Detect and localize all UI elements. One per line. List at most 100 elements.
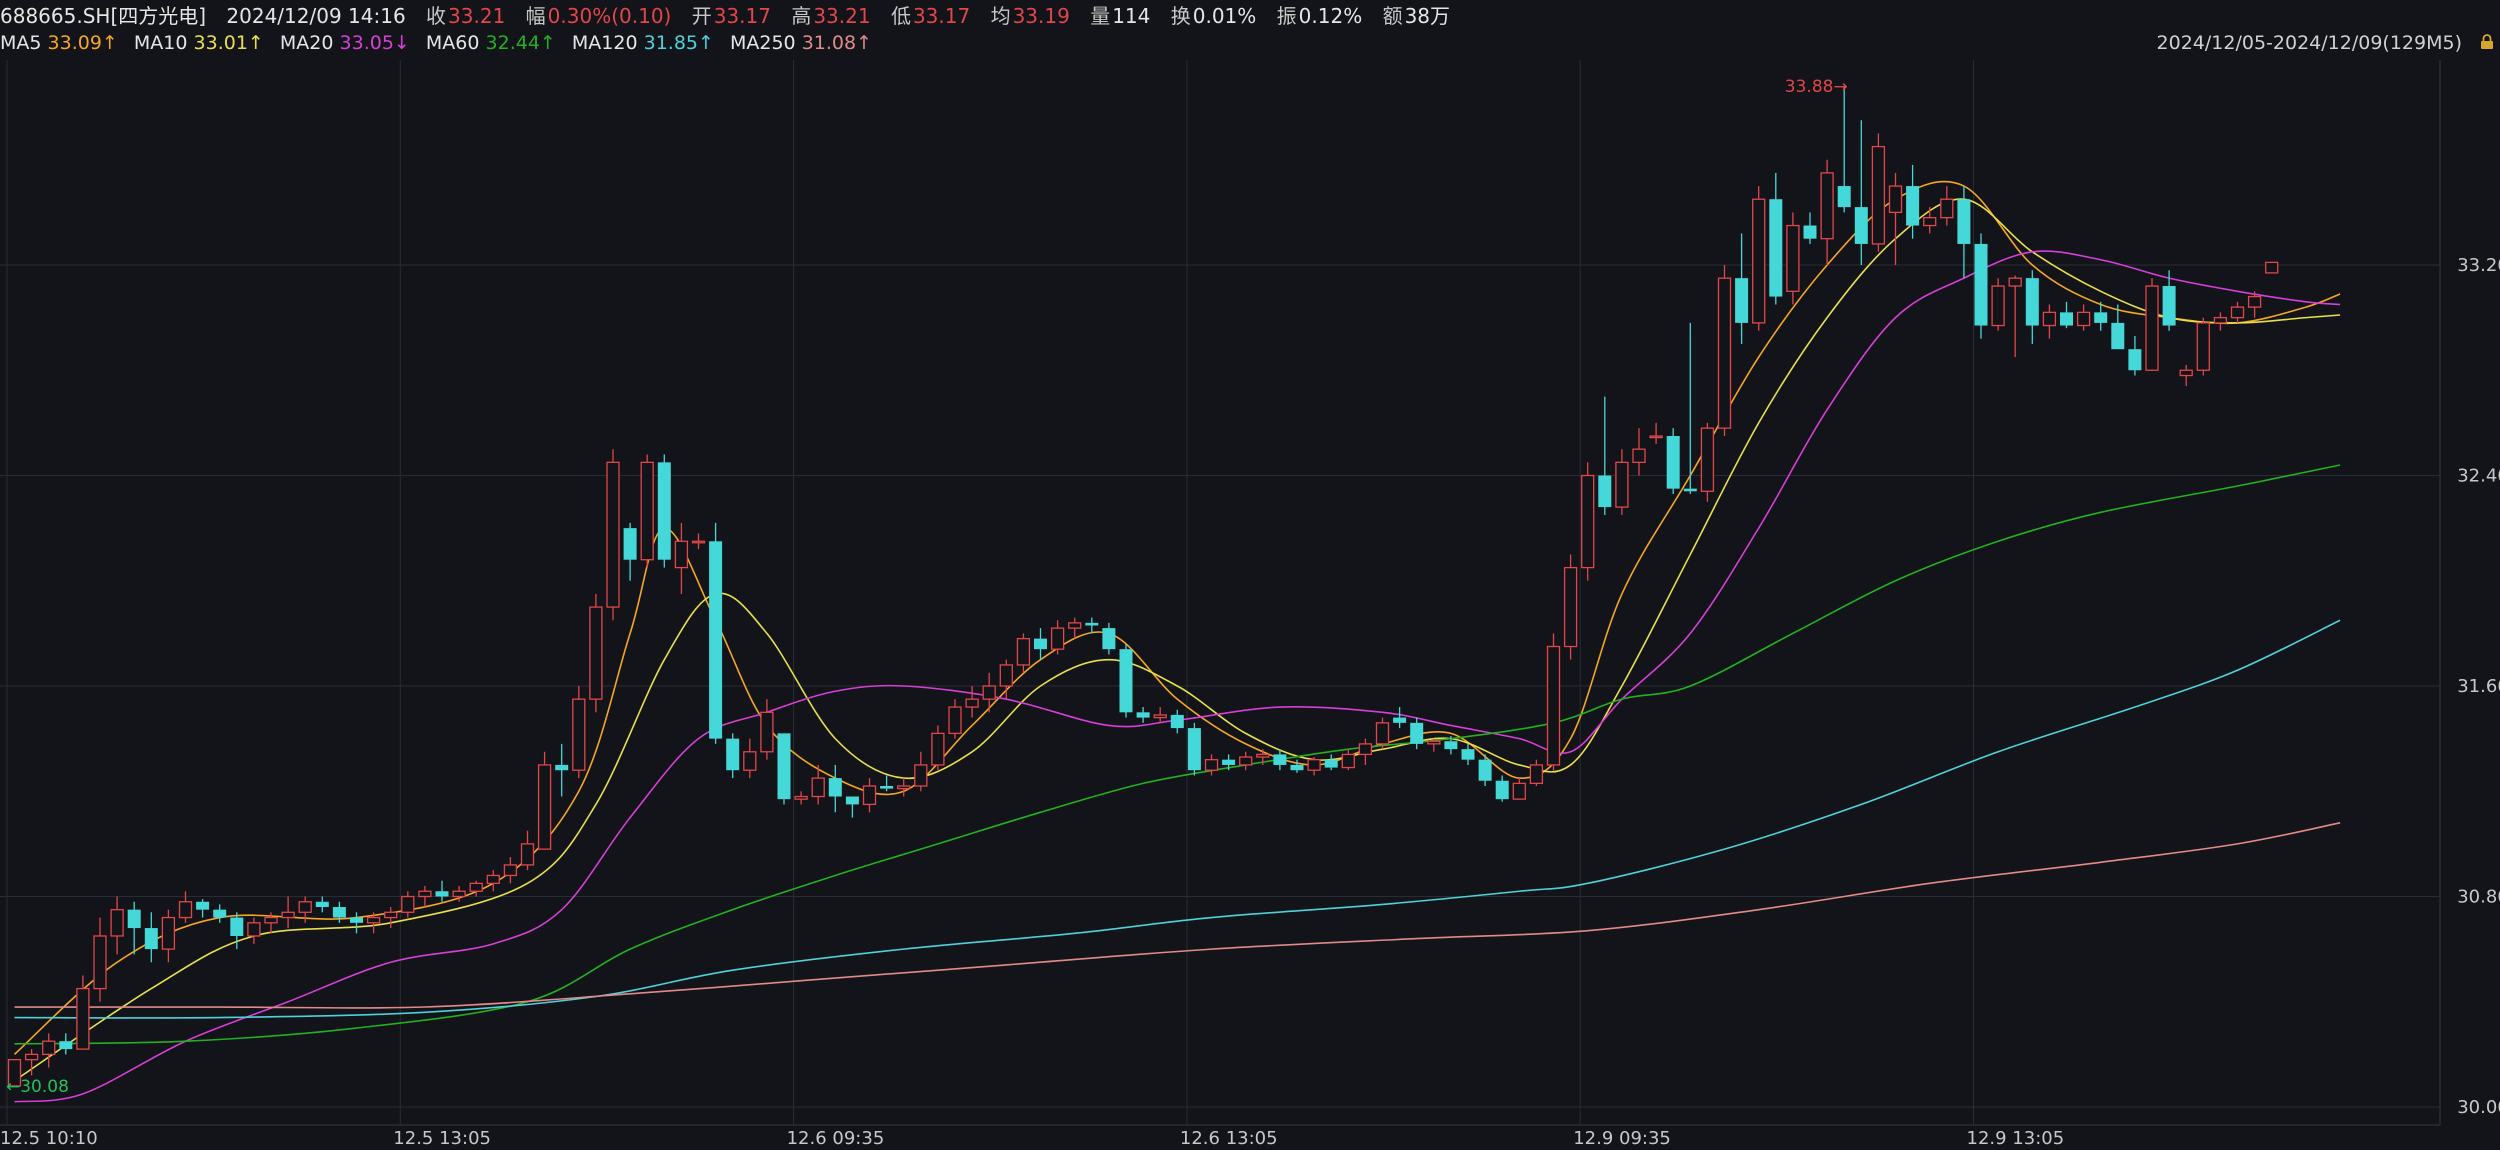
candle	[1495, 775, 1509, 802]
candle-body-up	[1546, 645, 1561, 766]
candle-body-up	[572, 698, 586, 771]
ma20-name: MA20	[279, 32, 334, 54]
candle	[1683, 322, 1697, 494]
candle-body-up	[281, 911, 295, 919]
candle-body-down	[315, 901, 329, 908]
candle-body-up	[606, 461, 620, 608]
candle-body-up	[1239, 756, 1253, 766]
turnover-value: 0.01%	[1192, 4, 1257, 28]
candle	[1256, 749, 1270, 765]
candle	[2008, 275, 2022, 358]
candle	[2213, 312, 2228, 331]
candle-body-up	[931, 732, 945, 766]
candle	[1307, 757, 1321, 776]
candle	[2060, 301, 2073, 329]
candle-body-up	[264, 916, 278, 924]
candle	[1461, 743, 1475, 765]
candle-body-down	[845, 796, 859, 805]
ma120-legend[interactable]: MA120 31.85↑	[572, 32, 714, 54]
candle-body-up	[1649, 435, 1663, 439]
candle	[2094, 301, 2108, 331]
candle-body-up	[1512, 782, 1526, 800]
candle	[366, 912, 381, 934]
candle	[486, 870, 500, 892]
candle	[1034, 628, 1047, 660]
lock-icon[interactable]	[2480, 34, 2494, 50]
candle-body-up	[2179, 369, 2193, 377]
candle	[127, 901, 141, 955]
y-tick-label: 31.60	[2457, 676, 2500, 697]
candle	[674, 522, 689, 594]
candle-body-down	[657, 462, 671, 560]
candle	[2162, 270, 2176, 331]
candle-body-up	[93, 935, 107, 990]
candle-body-down	[1803, 225, 1817, 239]
candle-body-up	[1563, 566, 1578, 648]
candle-body-up	[1991, 285, 2005, 327]
candle	[435, 880, 449, 902]
candle	[1324, 754, 1338, 771]
x-tick-label: 12.5 13:05	[393, 1128, 491, 1149]
candle	[2025, 270, 2039, 344]
candle	[811, 764, 825, 805]
candle	[1478, 754, 1492, 786]
max-price-label: 33.88→	[1785, 77, 1848, 97]
candle	[1393, 707, 1407, 729]
candle-body-up	[110, 909, 124, 937]
candle-body-up	[1307, 759, 1321, 771]
candle-body-up	[1427, 740, 1441, 745]
candle-body-up	[2230, 306, 2245, 319]
ma60-legend[interactable]: MA60 32.44↑	[426, 32, 556, 54]
candle	[914, 751, 928, 792]
candle-body-up	[42, 1040, 56, 1056]
candle-body-down	[213, 909, 227, 918]
candle-body-up	[401, 895, 415, 913]
ma5-legend[interactable]: MA5 33.09↑	[0, 32, 118, 54]
candle	[760, 699, 774, 760]
candle-body-down	[1974, 243, 1988, 326]
candle	[2128, 336, 2142, 376]
candle	[1666, 428, 1680, 494]
candle-body-up	[1717, 277, 1732, 429]
candle-body-up	[161, 916, 176, 950]
ma250-legend[interactable]: MA250 31.08↑	[730, 32, 872, 54]
candle-body-up	[2145, 285, 2159, 371]
candle	[1888, 172, 1903, 265]
change-label: 幅	[525, 4, 546, 28]
ma5-line	[13, 180, 2341, 1055]
candle-body-up	[247, 922, 261, 937]
candle	[503, 857, 518, 884]
candle-body-up	[1752, 198, 1766, 324]
candle-body-up	[469, 882, 483, 892]
candle	[1375, 717, 1390, 750]
candle	[1581, 462, 1595, 581]
ma250-line	[14, 822, 2341, 1009]
stock-code[interactable]: 688665.SH[四方光电]	[0, 4, 207, 28]
candle	[1700, 422, 1715, 502]
candle	[1923, 207, 1937, 234]
candle	[1068, 617, 1082, 639]
candle	[1222, 754, 1236, 771]
candle-body-down	[1136, 712, 1150, 718]
candle	[640, 454, 654, 568]
quote-datetime: 2024/12/09 14:16	[226, 4, 406, 28]
candle	[298, 896, 312, 923]
candle	[1598, 396, 1612, 515]
ma250-value: 31.08↑	[801, 32, 873, 54]
candle	[1119, 643, 1133, 718]
ma120-line	[14, 619, 2341, 1019]
ma10-legend[interactable]: MA10 33.01↑	[134, 32, 264, 54]
candle-body-up	[7, 1058, 22, 1087]
min-price-label: ←30.08	[6, 1077, 69, 1097]
candle	[1239, 751, 1253, 771]
candle-body-up	[1153, 714, 1167, 719]
candle-body-down	[1478, 759, 1492, 781]
ma20-legend[interactable]: MA20 33.05↓	[280, 32, 410, 54]
candle	[828, 764, 842, 813]
candle-body-up	[178, 901, 193, 919]
candle-body-up	[1700, 427, 1715, 492]
candle	[1016, 633, 1031, 673]
close-label: 收	[426, 4, 447, 28]
candle	[1136, 707, 1150, 723]
